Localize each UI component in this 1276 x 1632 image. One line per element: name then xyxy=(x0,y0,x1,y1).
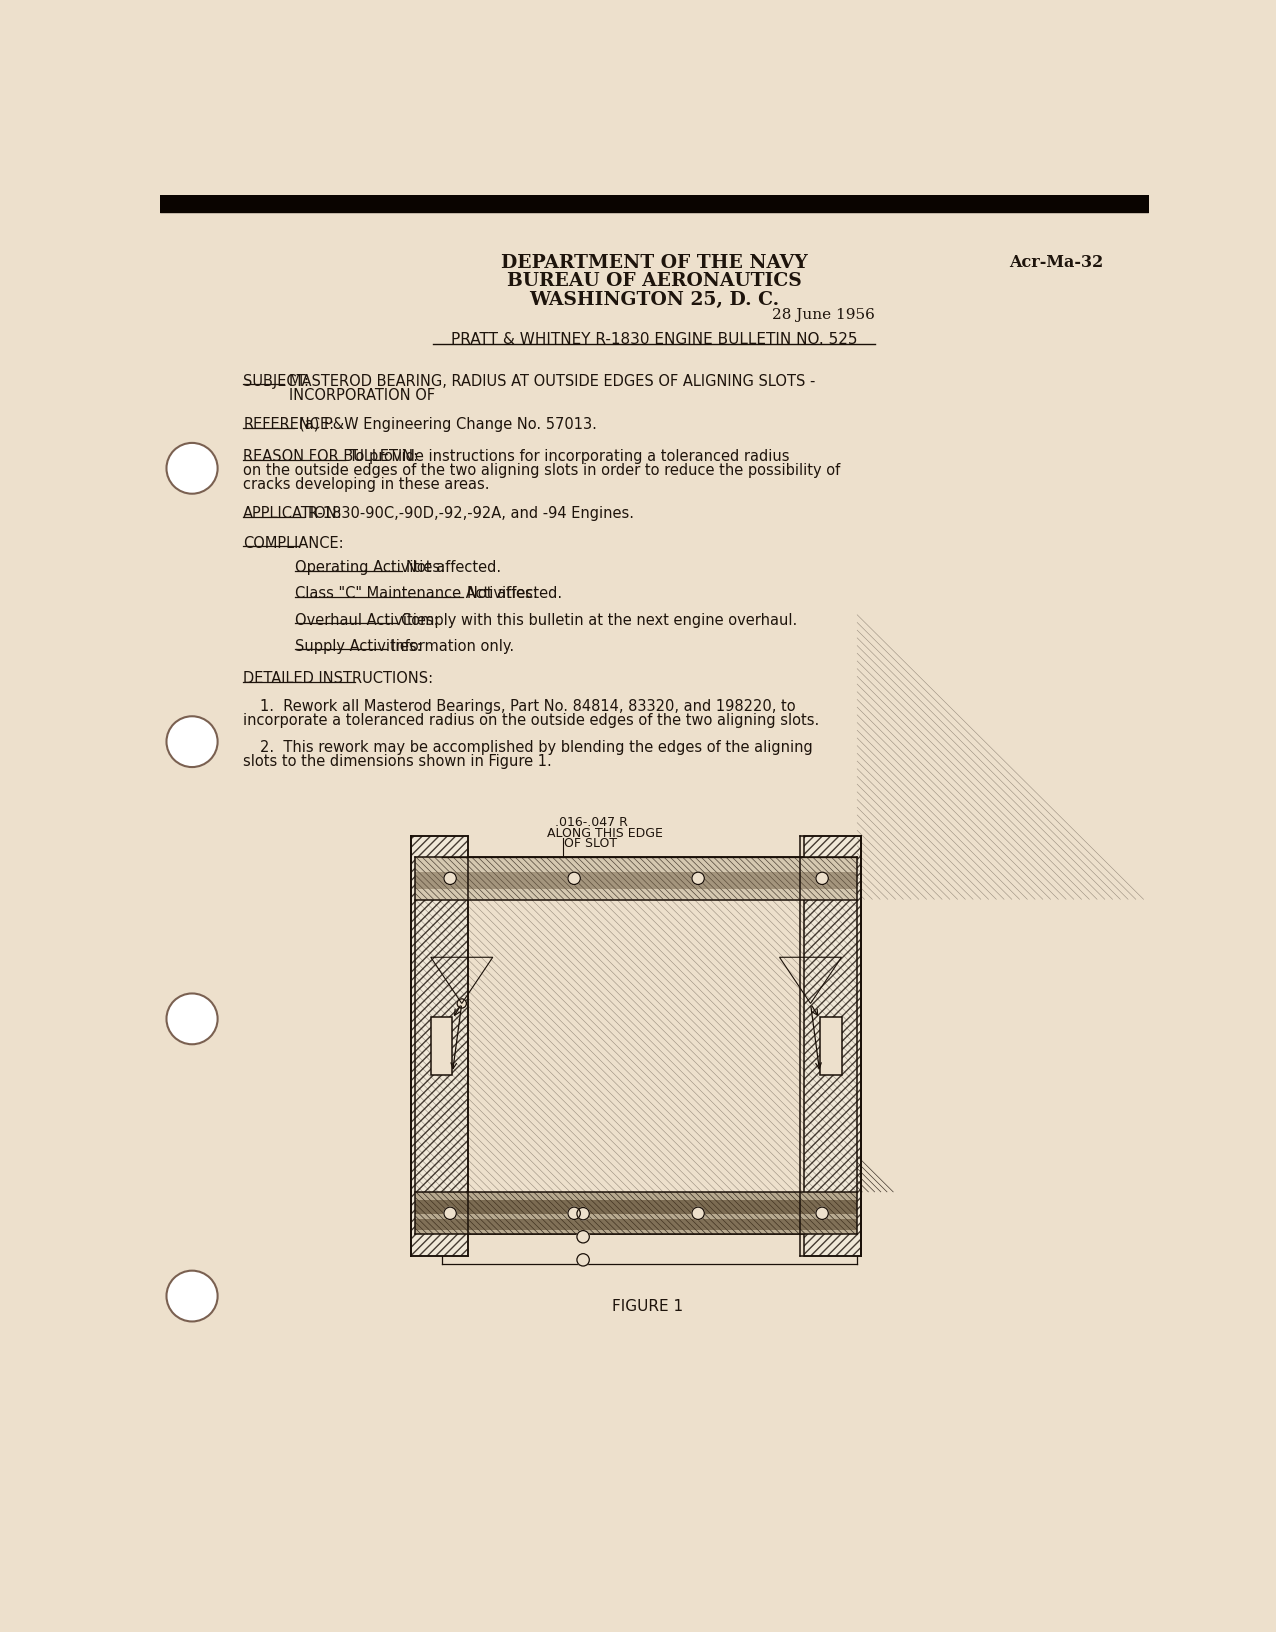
Bar xyxy=(415,858,857,1235)
Text: incorporate a toleranced radius on the outside edges of the two aligning slots.: incorporate a toleranced radius on the o… xyxy=(244,712,819,728)
Bar xyxy=(411,836,468,1257)
Text: INCORPORATION OF: INCORPORATION OF xyxy=(288,387,435,403)
Circle shape xyxy=(568,1208,581,1219)
Circle shape xyxy=(568,873,581,885)
Text: Not affected.: Not affected. xyxy=(467,586,561,601)
Text: Supply Activities:: Supply Activities: xyxy=(295,638,422,653)
Circle shape xyxy=(692,873,704,885)
Text: REASON FOR BULLETIN:: REASON FOR BULLETIN: xyxy=(244,449,419,463)
Text: Acr-Ma-32: Acr-Ma-32 xyxy=(1009,253,1104,271)
Text: 1.  Rework all Masterod Bearings, Part No. 84814, 83320, and 198220, to: 1. Rework all Masterod Bearings, Part No… xyxy=(260,698,796,713)
Text: Comply with this bulletin at the next engine overhaul.: Comply with this bulletin at the next en… xyxy=(401,612,798,627)
Circle shape xyxy=(815,1208,828,1219)
Bar xyxy=(415,873,857,889)
Text: on the outside edges of the two aligning slots in order to reduce the possibilit: on the outside edges of the two aligning… xyxy=(244,463,841,478)
Text: Class "C" Maintenance Activities:: Class "C" Maintenance Activities: xyxy=(295,586,538,601)
Text: OF SLOT: OF SLOT xyxy=(564,837,618,850)
Circle shape xyxy=(457,999,467,1009)
Text: Overhaul Activities:: Overhaul Activities: xyxy=(295,612,439,627)
Circle shape xyxy=(166,444,218,494)
Circle shape xyxy=(444,1208,457,1219)
Text: Not affected.: Not affected. xyxy=(406,560,501,574)
Text: 2.  This rework may be accomplished by blending the edges of the aligning: 2. This rework may be accomplished by bl… xyxy=(260,739,813,756)
Text: APPLICATION:: APPLICATION: xyxy=(244,506,343,521)
Text: cracks developing in these areas.: cracks developing in these areas. xyxy=(244,477,490,491)
Bar xyxy=(415,1200,857,1214)
Circle shape xyxy=(815,873,828,885)
Circle shape xyxy=(166,1271,218,1322)
Circle shape xyxy=(166,994,218,1044)
Bar xyxy=(415,1219,857,1231)
Text: WASHINGTON 25, D. C.: WASHINGTON 25, D. C. xyxy=(528,290,780,308)
Text: Information only.: Information only. xyxy=(390,638,514,653)
Text: BUREAU OF AERONAUTICS: BUREAU OF AERONAUTICS xyxy=(507,273,801,290)
Text: DETAILED INSTRUCTIONS:: DETAILED INSTRUCTIONS: xyxy=(244,671,434,685)
Bar xyxy=(411,836,468,1257)
Text: slots to the dimensions shown in Figure 1.: slots to the dimensions shown in Figure … xyxy=(244,754,553,769)
Circle shape xyxy=(692,1208,704,1219)
Circle shape xyxy=(444,873,457,885)
Circle shape xyxy=(166,716,218,767)
Circle shape xyxy=(577,1208,590,1221)
Text: DEPARTMENT OF THE NAVY: DEPARTMENT OF THE NAVY xyxy=(500,253,808,271)
Text: To provide instructions for incorporating a toleranced radius: To provide instructions for incorporatin… xyxy=(348,449,790,463)
Bar xyxy=(819,1017,841,1075)
Text: FIGURE 1: FIGURE 1 xyxy=(612,1299,684,1314)
Bar xyxy=(415,1193,857,1235)
Text: Operating Activities:: Operating Activities: xyxy=(295,560,445,574)
Bar xyxy=(804,836,861,1257)
Text: PRATT & WHITNEY R-1830 ENGINE BULLETIN NO. 525: PRATT & WHITNEY R-1830 ENGINE BULLETIN N… xyxy=(450,331,857,348)
Text: 28 June 1956: 28 June 1956 xyxy=(772,307,874,322)
Text: SUBJECT:: SUBJECT: xyxy=(244,374,309,388)
Bar xyxy=(415,858,857,899)
Bar xyxy=(804,836,861,1257)
Text: REFERENCE:: REFERENCE: xyxy=(244,416,334,432)
Text: MASTEROD BEARING, RADIUS AT OUTSIDE EDGES OF ALIGNING SLOTS -: MASTEROD BEARING, RADIUS AT OUTSIDE EDGE… xyxy=(288,374,815,388)
Text: (a) P&W Engineering Change No. 57013.: (a) P&W Engineering Change No. 57013. xyxy=(299,416,597,432)
Text: R-1830-90C,-90D,-92,-92A, and -94 Engines.: R-1830-90C,-90D,-92,-92A, and -94 Engine… xyxy=(308,506,634,521)
Text: ALONG THIS EDGE: ALONG THIS EDGE xyxy=(547,826,662,839)
Circle shape xyxy=(577,1253,590,1266)
Text: .016-.047 R: .016-.047 R xyxy=(555,816,628,829)
Text: COMPLIANCE:: COMPLIANCE: xyxy=(244,535,343,550)
Circle shape xyxy=(577,1231,590,1244)
Bar xyxy=(431,1017,453,1075)
